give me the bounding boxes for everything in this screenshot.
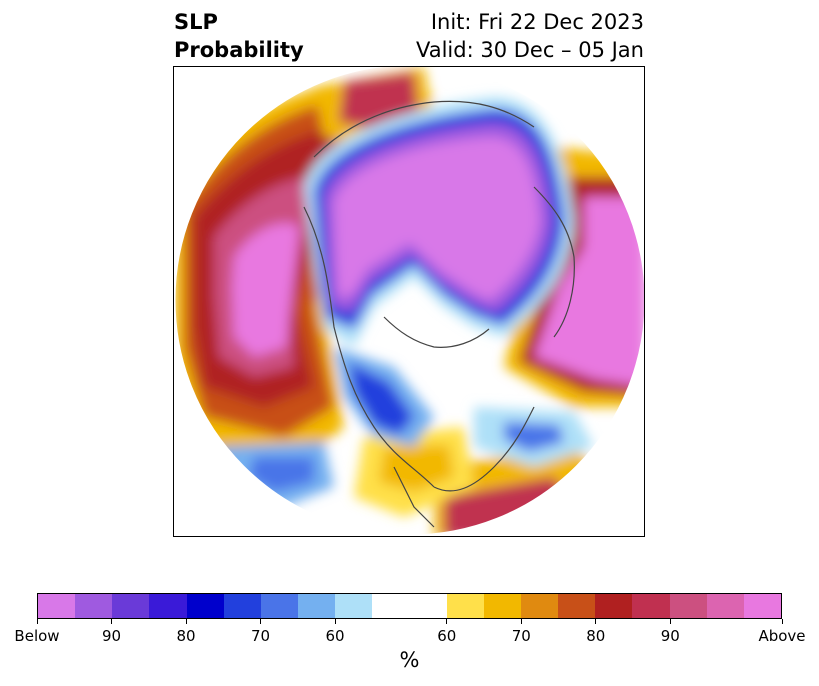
colorbar-segment xyxy=(38,594,76,618)
colorbar-label: % xyxy=(399,648,420,672)
colorbar-segment xyxy=(632,594,670,618)
title-product: Probability xyxy=(174,38,304,62)
colorbar-tick-label: Above xyxy=(758,627,806,645)
colorbar-tick-mark xyxy=(669,619,671,624)
colorbar-segment xyxy=(446,594,484,618)
colorbar-tick-label: 60 xyxy=(437,627,457,645)
colorbar-segment xyxy=(483,594,522,618)
colorbar-tick-mark xyxy=(446,619,448,624)
colorbar-segment xyxy=(372,594,447,618)
colorbar-segment xyxy=(335,594,373,618)
colorbar-segment xyxy=(743,594,782,618)
colorbar-segment xyxy=(186,594,224,618)
colorbar-tick-mark xyxy=(781,619,783,624)
colorbar-segment xyxy=(112,594,150,618)
title-block-left: SLP Probability xyxy=(174,8,304,64)
colorbar-tick-mark xyxy=(185,619,187,624)
colorbar-tick-mark xyxy=(111,619,112,624)
colorbar-segment xyxy=(595,594,633,618)
polar-map xyxy=(173,66,645,537)
colorbar-tick-label: 80 xyxy=(586,627,606,645)
title-variable: SLP xyxy=(174,10,218,34)
coastlines xyxy=(303,100,575,528)
colorbar-tick-label: 80 xyxy=(176,627,196,645)
colorbar-tick-label: 90 xyxy=(101,627,122,645)
colorbar-tick-label: 70 xyxy=(511,627,531,645)
colorbar-tick-mark xyxy=(520,619,522,624)
probability-field xyxy=(175,67,644,535)
colorbar-segment xyxy=(669,594,707,618)
colorbar-tick-label: 70 xyxy=(250,627,271,645)
colorbar-segment xyxy=(706,594,744,618)
colorbar-segment xyxy=(75,594,113,618)
colorbar-tick-mark xyxy=(334,619,336,624)
colorbar-tick-label: Below xyxy=(14,627,60,645)
colorbar-tick-label: 90 xyxy=(660,627,680,645)
colorbar-segment xyxy=(558,594,596,618)
colorbar-segment xyxy=(149,594,187,618)
colorbar-tick-mark xyxy=(36,619,38,624)
valid-range: Valid: 30 Dec – 05 Jan xyxy=(415,38,644,62)
colorbar-segment xyxy=(260,594,299,618)
probability-map-graphic xyxy=(174,67,644,536)
colorbar-segment xyxy=(298,594,336,618)
colorbar-tick-mark xyxy=(260,619,261,624)
colorbar-tick-label: 60 xyxy=(325,627,345,645)
init-date: Init: Fri 22 Dec 2023 xyxy=(430,10,644,34)
colorbar-segment xyxy=(521,594,559,618)
title-block-right: Init: Fri 22 Dec 2023 Valid: 30 Dec – 05… xyxy=(416,8,644,64)
colorbar-segment xyxy=(223,594,261,618)
colorbar-tick-mark xyxy=(595,619,597,624)
colorbar xyxy=(37,593,782,619)
